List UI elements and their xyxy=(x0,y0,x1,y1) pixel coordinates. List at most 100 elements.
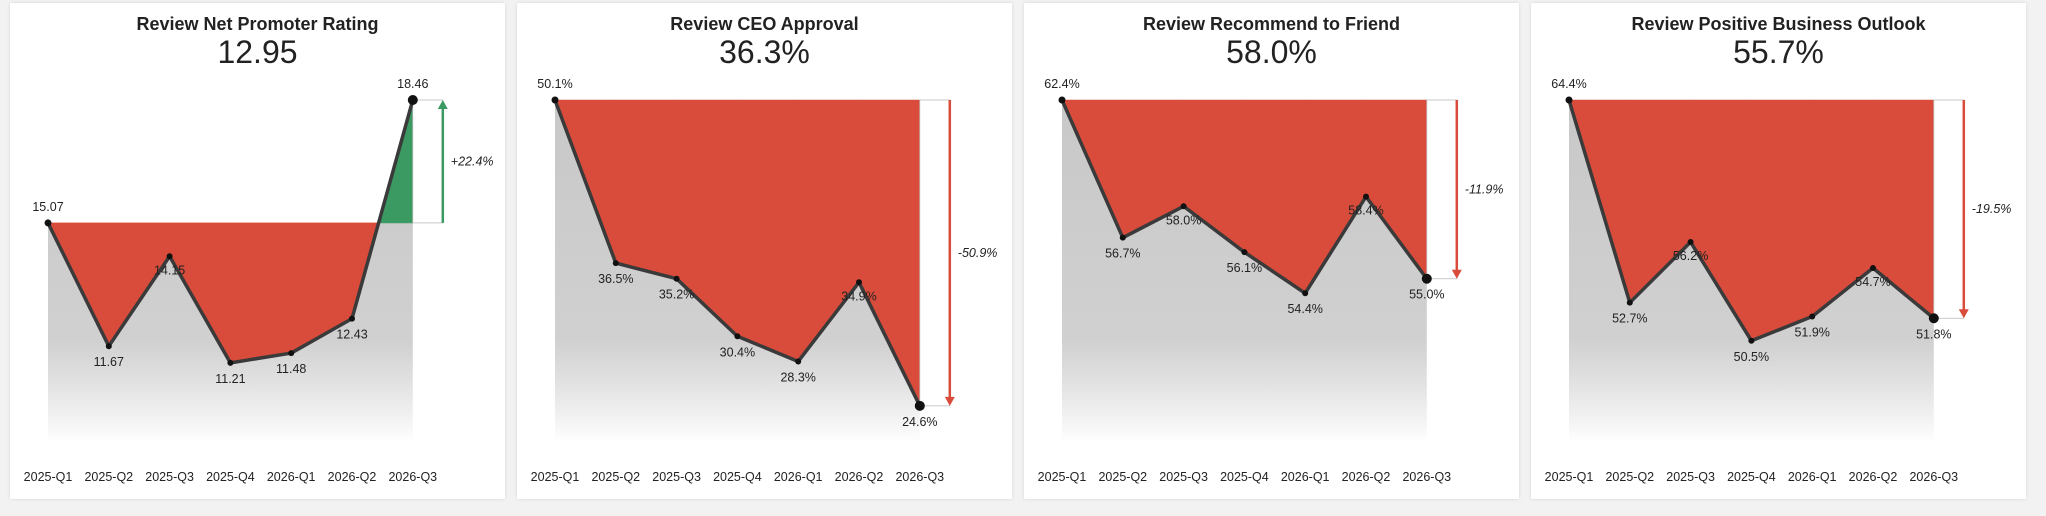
headline-value: 36.3% xyxy=(719,34,810,70)
value-label: 34.9% xyxy=(841,289,876,303)
value-label: 52.7% xyxy=(1612,312,1647,326)
decline-area xyxy=(737,99,799,362)
data-point xyxy=(612,260,619,267)
data-point xyxy=(288,350,295,357)
change-bar xyxy=(412,99,444,224)
data-point xyxy=(407,95,418,105)
x-tick-label: 2026-Q3 xyxy=(895,470,944,484)
x-tick-label: 2025-Q1 xyxy=(24,470,73,484)
data-point xyxy=(734,333,741,340)
chart-panel-recommend: Review Recommend to Friend 58.0% -11.9% 62.… xyxy=(1024,3,1519,499)
data-point xyxy=(227,359,234,366)
value-label: 12.43 xyxy=(336,328,367,342)
value-label: 28.3% xyxy=(780,370,815,384)
x-tick-label: 2025-Q3 xyxy=(1666,470,1715,484)
value-label: 36.5% xyxy=(598,272,633,286)
value-label: 14.15 xyxy=(154,263,185,277)
baseline-area xyxy=(48,100,413,443)
data-point xyxy=(1626,299,1633,306)
headline-value: 55.7% xyxy=(1733,34,1824,70)
x-tick-label: 2025-Q4 xyxy=(1220,470,1269,484)
x-tick-label: 2026-Q3 xyxy=(388,470,437,484)
chart-title: Review Net Promoter Rating xyxy=(136,14,378,34)
data-point xyxy=(795,358,802,365)
change-bar xyxy=(919,99,951,407)
change-label: -19.5% xyxy=(1972,202,2012,216)
x-tick-label: 2025-Q4 xyxy=(713,470,762,484)
x-tick-label: 2026-Q2 xyxy=(1849,470,1898,484)
data-point xyxy=(1870,265,1876,272)
baseline-area xyxy=(1062,100,1427,443)
x-tick-label: 2025-Q3 xyxy=(1159,470,1208,484)
headline-value: 12.95 xyxy=(217,34,297,70)
value-label: 24.6% xyxy=(902,415,937,429)
x-tick-label: 2025-Q2 xyxy=(84,470,133,484)
decline-area xyxy=(230,222,292,364)
data-point xyxy=(1748,337,1755,344)
value-label: 64.4% xyxy=(1551,77,1586,91)
value-label: 58.0% xyxy=(1166,213,1201,227)
decline-area xyxy=(615,99,677,280)
data-point xyxy=(1363,193,1369,200)
value-label: 62.4% xyxy=(1044,77,1079,91)
x-tick-label: 2025-Q1 xyxy=(531,470,580,484)
x-tick-label: 2025-Q1 xyxy=(1038,470,1087,484)
data-point xyxy=(105,343,112,350)
x-tick-label: 2026-Q1 xyxy=(774,470,823,484)
data-point xyxy=(551,96,559,104)
data-point xyxy=(1302,290,1309,297)
headline-value: 58.0% xyxy=(1226,34,1317,70)
change-bar xyxy=(1933,99,1965,319)
change-label: +22.4% xyxy=(451,154,494,168)
data-point xyxy=(44,219,52,227)
data-point xyxy=(1180,203,1187,210)
value-label: 11.21 xyxy=(215,372,245,386)
change-arrow-head xyxy=(1958,309,1969,319)
value-label: 56.2% xyxy=(1673,249,1708,263)
value-label: 15.07 xyxy=(32,200,63,214)
data-point xyxy=(673,275,680,282)
value-label: 51.9% xyxy=(1794,326,1829,340)
data-point xyxy=(1241,249,1248,256)
data-point xyxy=(1809,313,1816,320)
change-bar xyxy=(1426,99,1458,280)
data-point xyxy=(856,279,862,286)
value-label: 58.4% xyxy=(1348,204,1383,218)
value-label: 51.8% xyxy=(1916,327,1951,341)
x-tick-label: 2025-Q2 xyxy=(591,470,640,484)
data-point xyxy=(166,253,173,260)
x-tick-label: 2025-Q3 xyxy=(145,470,194,484)
value-label: 54.7% xyxy=(1855,275,1890,289)
x-tick-label: 2026-Q3 xyxy=(1909,470,1958,484)
change-label: -50.9% xyxy=(958,246,998,260)
data-point xyxy=(1421,273,1432,284)
x-tick-label: 2026-Q1 xyxy=(1281,470,1330,484)
x-tick-label: 2026-Q2 xyxy=(328,470,377,484)
data-point xyxy=(349,315,355,322)
x-tick-label: 2026-Q1 xyxy=(1788,470,1837,484)
value-label: 56.1% xyxy=(1227,261,1262,275)
baseline-area xyxy=(1569,100,1934,443)
data-point xyxy=(914,400,925,411)
data-point xyxy=(1565,96,1573,104)
x-tick-label: 2025-Q2 xyxy=(1605,470,1654,484)
value-label: 30.4% xyxy=(720,345,755,359)
x-tick-label: 2025-Q2 xyxy=(1098,470,1147,484)
chart-recommend-to-friend: Review Recommend to Friend58.0%-11.9%62.… xyxy=(1038,14,1504,484)
data-point xyxy=(1687,239,1694,246)
x-tick-label: 2025-Q4 xyxy=(206,470,255,484)
x-tick-label: 2026-Q2 xyxy=(1342,470,1391,484)
chart-title: Review Positive Business Outlook xyxy=(1631,14,1926,34)
baseline-area xyxy=(555,100,920,443)
x-tick-label: 2026-Q3 xyxy=(1402,470,1451,484)
x-tick-label: 2025-Q4 xyxy=(1727,470,1776,484)
data-point xyxy=(1058,96,1066,104)
chart-title: Review Recommend to Friend xyxy=(1143,14,1400,34)
change-arrow-head xyxy=(1451,269,1462,279)
chart-title: Review CEO Approval xyxy=(670,14,858,34)
value-label: 55.0% xyxy=(1409,288,1444,302)
value-label: 54.4% xyxy=(1287,302,1322,316)
